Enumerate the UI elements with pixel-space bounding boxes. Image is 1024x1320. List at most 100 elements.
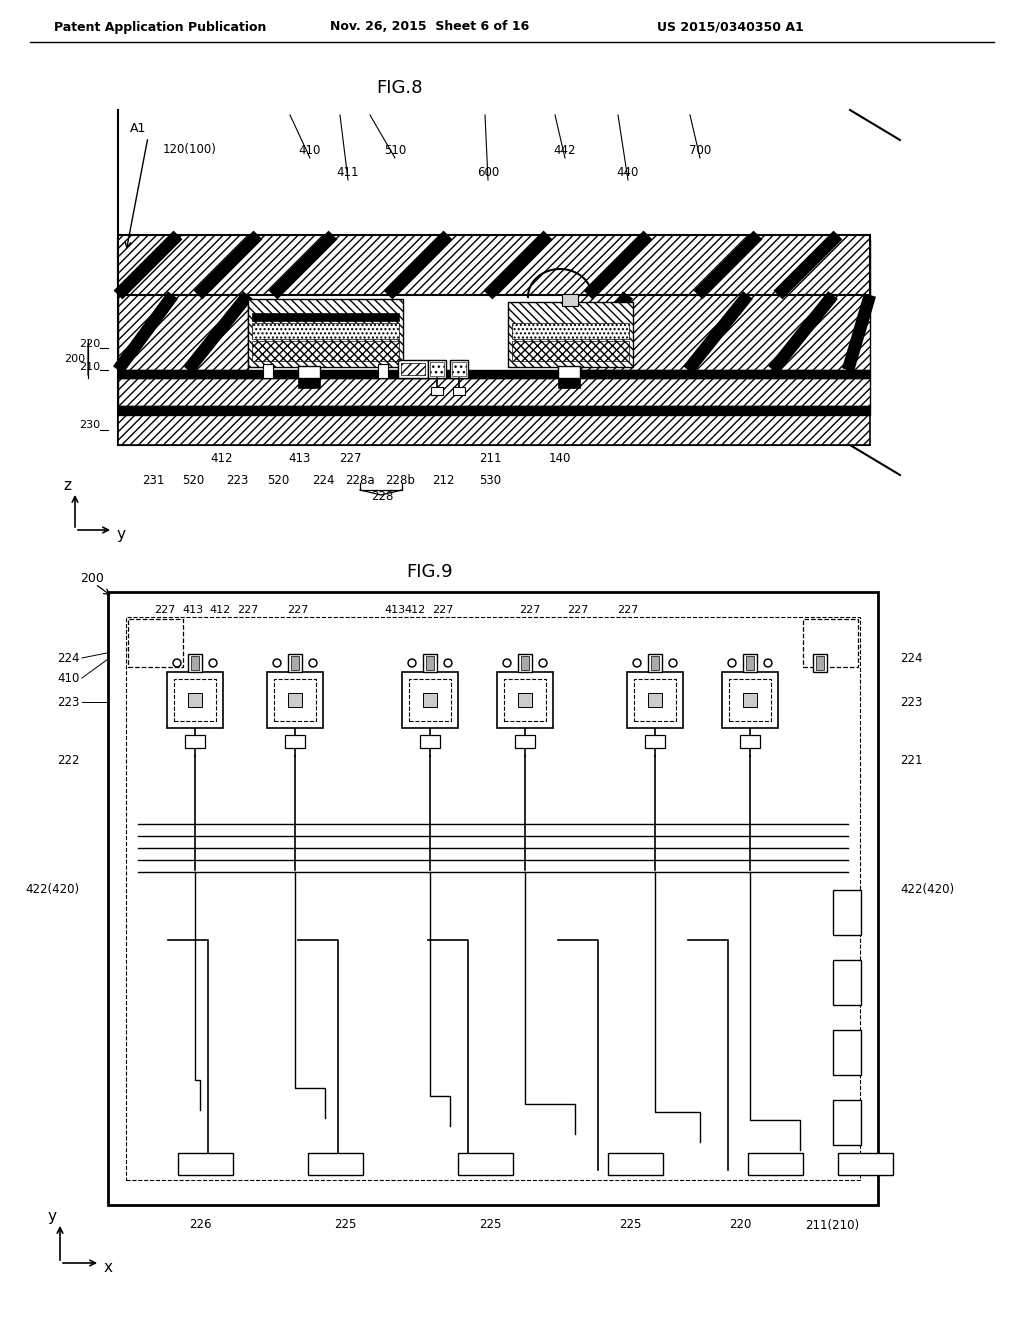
Bar: [398, 360, 428, 378]
Text: 228: 228: [371, 491, 393, 503]
Bar: [118, 407, 870, 414]
Bar: [248, 300, 403, 367]
Bar: [426, 656, 434, 671]
Circle shape: [174, 660, 179, 665]
Bar: [191, 656, 199, 671]
Circle shape: [669, 659, 677, 667]
Bar: [518, 693, 532, 708]
Circle shape: [503, 659, 511, 667]
Bar: [128, 619, 183, 667]
Text: 225: 225: [618, 1218, 641, 1232]
Text: 227: 227: [238, 605, 259, 615]
Text: 600: 600: [477, 165, 499, 178]
Text: 223: 223: [57, 696, 80, 709]
Circle shape: [445, 660, 451, 665]
Text: 520: 520: [267, 474, 289, 487]
Text: 510: 510: [384, 144, 407, 157]
Text: 412: 412: [211, 453, 233, 466]
Bar: [430, 362, 444, 376]
Bar: [833, 1100, 861, 1144]
Circle shape: [729, 660, 734, 665]
Bar: [285, 735, 305, 748]
Text: 200: 200: [80, 572, 103, 585]
Bar: [748, 1152, 803, 1175]
Bar: [401, 363, 425, 375]
Text: 227: 227: [155, 605, 176, 615]
Text: 200: 200: [63, 354, 85, 364]
Bar: [431, 387, 443, 395]
Circle shape: [274, 660, 280, 665]
Bar: [833, 960, 861, 1005]
Bar: [188, 653, 202, 672]
Text: 212: 212: [432, 474, 455, 487]
Circle shape: [764, 659, 772, 667]
Text: 422(420): 422(420): [26, 883, 80, 896]
Text: 413: 413: [384, 605, 406, 615]
Bar: [288, 653, 302, 672]
Bar: [512, 323, 629, 339]
Bar: [515, 735, 535, 748]
Text: 231: 231: [141, 474, 164, 487]
Bar: [803, 619, 858, 667]
Bar: [274, 678, 316, 721]
Bar: [833, 890, 861, 935]
Bar: [634, 678, 676, 721]
Bar: [291, 656, 299, 671]
Text: 221: 221: [900, 754, 923, 767]
Circle shape: [766, 660, 770, 665]
Text: 222: 222: [57, 754, 80, 767]
Circle shape: [310, 660, 315, 665]
Text: 227: 227: [567, 605, 589, 615]
Bar: [453, 387, 465, 395]
Text: 120(100): 120(100): [163, 144, 217, 157]
Bar: [118, 235, 870, 294]
Bar: [504, 678, 546, 721]
Text: Patent Application Publication: Patent Application Publication: [54, 21, 266, 33]
Text: FIG.8: FIG.8: [377, 79, 423, 96]
Bar: [263, 364, 273, 378]
Bar: [452, 362, 466, 376]
Bar: [608, 1152, 663, 1175]
Text: 410: 410: [57, 672, 80, 685]
Circle shape: [211, 660, 215, 665]
Text: 227: 227: [288, 605, 308, 615]
Bar: [378, 364, 388, 378]
Bar: [816, 656, 824, 671]
Text: 411: 411: [337, 165, 359, 178]
Bar: [423, 693, 437, 708]
Bar: [188, 693, 202, 708]
Text: 226: 226: [188, 1218, 211, 1232]
Text: 227: 227: [519, 605, 541, 615]
Text: 413: 413: [289, 453, 311, 466]
Text: 412: 412: [404, 605, 426, 615]
Bar: [267, 672, 323, 729]
Text: A1: A1: [130, 121, 146, 135]
Text: 210: 210: [79, 362, 100, 372]
Circle shape: [505, 660, 510, 665]
Circle shape: [539, 659, 547, 667]
Text: y: y: [47, 1209, 56, 1224]
Text: 520: 520: [182, 474, 204, 487]
Circle shape: [635, 660, 640, 665]
Text: 230: 230: [79, 420, 100, 430]
Text: 700: 700: [689, 144, 711, 157]
Bar: [568, 240, 870, 370]
Circle shape: [410, 660, 415, 665]
Bar: [648, 653, 662, 672]
Text: 228b: 228b: [385, 474, 415, 487]
Text: z: z: [63, 479, 71, 494]
Bar: [450, 360, 468, 378]
Bar: [178, 1152, 233, 1175]
Bar: [402, 672, 458, 729]
Text: x: x: [103, 1261, 113, 1275]
Text: y: y: [117, 528, 126, 543]
Bar: [833, 1030, 861, 1074]
Text: 227: 227: [432, 605, 454, 615]
Bar: [740, 735, 760, 748]
Bar: [627, 672, 683, 729]
Bar: [558, 378, 580, 388]
Bar: [722, 672, 778, 729]
Text: 211: 211: [479, 453, 502, 466]
Circle shape: [408, 659, 416, 667]
Circle shape: [728, 659, 736, 667]
